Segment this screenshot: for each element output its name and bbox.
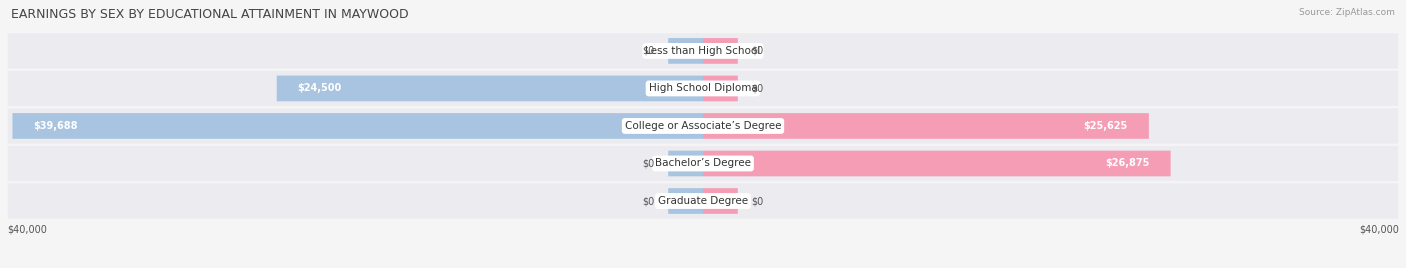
Text: High School Diploma: High School Diploma <box>648 83 758 94</box>
FancyBboxPatch shape <box>277 76 703 101</box>
FancyBboxPatch shape <box>703 76 738 101</box>
FancyBboxPatch shape <box>7 108 1399 144</box>
FancyBboxPatch shape <box>703 151 1171 176</box>
Text: $24,500: $24,500 <box>298 83 342 94</box>
Text: $0: $0 <box>643 196 654 206</box>
Text: College or Associate’s Degree: College or Associate’s Degree <box>624 121 782 131</box>
Text: Less than High School: Less than High School <box>645 46 761 56</box>
Text: $0: $0 <box>643 158 654 169</box>
Text: $0: $0 <box>752 196 763 206</box>
FancyBboxPatch shape <box>7 33 1399 69</box>
FancyBboxPatch shape <box>703 113 1149 139</box>
Text: $40,000: $40,000 <box>7 224 46 234</box>
Text: Graduate Degree: Graduate Degree <box>658 196 748 206</box>
FancyBboxPatch shape <box>668 151 703 176</box>
FancyBboxPatch shape <box>703 38 738 64</box>
FancyBboxPatch shape <box>7 146 1399 181</box>
Text: $26,875: $26,875 <box>1105 158 1150 169</box>
Text: $39,688: $39,688 <box>34 121 77 131</box>
FancyBboxPatch shape <box>703 188 738 214</box>
Text: $0: $0 <box>752 83 763 94</box>
Text: Source: ZipAtlas.com: Source: ZipAtlas.com <box>1299 8 1395 17</box>
FancyBboxPatch shape <box>7 183 1399 219</box>
Text: $0: $0 <box>752 46 763 56</box>
FancyBboxPatch shape <box>668 188 703 214</box>
Text: $40,000: $40,000 <box>1360 224 1399 234</box>
FancyBboxPatch shape <box>7 71 1399 106</box>
Text: Bachelor’s Degree: Bachelor’s Degree <box>655 158 751 169</box>
FancyBboxPatch shape <box>13 113 703 139</box>
FancyBboxPatch shape <box>668 38 703 64</box>
Text: EARNINGS BY SEX BY EDUCATIONAL ATTAINMENT IN MAYWOOD: EARNINGS BY SEX BY EDUCATIONAL ATTAINMEN… <box>11 8 409 21</box>
Text: $0: $0 <box>643 46 654 56</box>
Text: $25,625: $25,625 <box>1084 121 1128 131</box>
